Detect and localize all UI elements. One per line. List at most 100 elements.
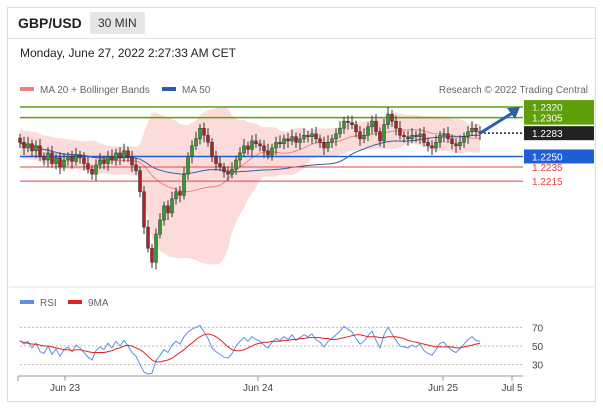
candle-body <box>114 152 118 161</box>
candle-body <box>466 131 470 137</box>
candle-body <box>102 159 106 164</box>
candle-body <box>362 135 366 140</box>
credit-text: Research © 2022 Trading Central <box>439 85 588 96</box>
candle-body <box>242 145 246 154</box>
candle-body <box>346 120 350 123</box>
candle-body <box>38 145 42 157</box>
candle-body <box>226 171 230 175</box>
rsi-tick-70: 70 <box>532 323 544 334</box>
ma9-line <box>19 333 481 363</box>
candle-body <box>246 145 250 150</box>
candle-body <box>54 157 58 164</box>
candle-body <box>266 150 270 156</box>
candle-body <box>110 156 114 161</box>
forecast-arrowhead <box>507 107 520 120</box>
currency-pair-title: GBP/USD <box>18 15 82 31</box>
candle-body <box>314 133 318 140</box>
candle-body <box>214 156 218 164</box>
candle-body <box>282 138 286 145</box>
candle-body <box>234 159 238 170</box>
candle-body <box>450 138 454 145</box>
candle-body <box>446 133 450 140</box>
candle-body <box>210 142 214 157</box>
candle-body <box>270 147 274 156</box>
candle-body <box>310 133 314 137</box>
candle-body <box>318 138 322 143</box>
candle-body <box>222 166 226 173</box>
candle-body <box>170 198 174 214</box>
candle-body <box>150 247 154 263</box>
candle-body <box>394 120 398 129</box>
candle-body <box>250 140 254 150</box>
candle-body <box>122 150 126 159</box>
ma9-legend-label: 9MA <box>88 298 109 309</box>
candle-body <box>350 122 354 125</box>
candle-body <box>194 138 198 147</box>
timestamp: Monday, June 27, 2022 2:27:33 AM CET <box>20 46 236 60</box>
candle-body <box>422 133 426 143</box>
candle-body <box>34 145 38 152</box>
candle-body <box>294 136 298 143</box>
candle-body <box>386 113 390 125</box>
candle-body <box>426 142 430 147</box>
candle-body <box>462 136 466 143</box>
candle-body <box>354 124 358 133</box>
candle-body <box>290 136 294 142</box>
candle-body <box>298 138 302 143</box>
x-tick-label-2: Jun 25 <box>428 383 458 394</box>
candle-body <box>166 205 170 214</box>
level-label-1.2235: 1.2235 <box>532 163 563 174</box>
candle-body <box>410 135 414 140</box>
candle-body <box>378 131 382 142</box>
candle-body <box>374 120 378 133</box>
candle-body <box>458 142 462 147</box>
bollinger-band <box>20 106 480 265</box>
level-label-1.2250: 1.2250 <box>532 152 563 163</box>
candle-body <box>186 156 190 175</box>
candle-body <box>302 135 306 140</box>
candle-body <box>406 136 410 140</box>
level-tag-1.2305 <box>524 110 594 125</box>
candle-body <box>382 124 386 142</box>
rsi-tick-30: 30 <box>532 361 544 372</box>
candle-body <box>190 145 194 157</box>
candle-body <box>26 143 30 149</box>
widget-header: GBP/USD 30 MIN <box>8 8 595 39</box>
candle-body <box>454 143 458 147</box>
candle-body <box>370 120 374 128</box>
x-tick-label-3: Jul 5 <box>501 383 523 394</box>
ma9-legend-swatch <box>68 300 82 304</box>
candle-body <box>326 142 330 149</box>
candle-body <box>438 135 442 143</box>
bb-legend-label: MA 20 + Bollinger Bands <box>40 85 150 96</box>
rsi-legend-label: RSI <box>40 298 57 309</box>
candle-body <box>42 156 46 161</box>
candle-body <box>342 120 346 129</box>
rsi-tick-50: 50 <box>532 342 544 353</box>
candle-body <box>94 164 98 175</box>
candle-body <box>98 159 102 166</box>
candle-body <box>30 143 34 152</box>
candle-body <box>230 168 234 175</box>
level-label-1.2215: 1.2215 <box>532 177 563 188</box>
candle-body <box>286 138 290 142</box>
candle-body <box>258 143 262 147</box>
candle-body <box>178 191 182 196</box>
candle-body <box>442 133 446 136</box>
candle-body <box>82 157 86 164</box>
timeframe-badge[interactable]: 30 MIN <box>90 12 145 34</box>
level-label-1.2305: 1.2305 <box>532 114 563 125</box>
x-tick-label-1: Jun 24 <box>243 383 273 394</box>
x-tick-label-0: Jun 23 <box>50 383 80 394</box>
candle-body <box>198 127 202 140</box>
level-tag-1.2283 <box>524 126 594 141</box>
candle-body <box>146 226 150 249</box>
level-tag-1.2320 <box>524 100 594 115</box>
rsi-line <box>19 324 481 375</box>
candle-body <box>470 127 474 133</box>
candle-body <box>414 135 418 137</box>
candle-body <box>50 152 54 164</box>
candle-body <box>434 142 438 149</box>
candle-body <box>262 145 266 152</box>
candle-body <box>58 157 62 168</box>
